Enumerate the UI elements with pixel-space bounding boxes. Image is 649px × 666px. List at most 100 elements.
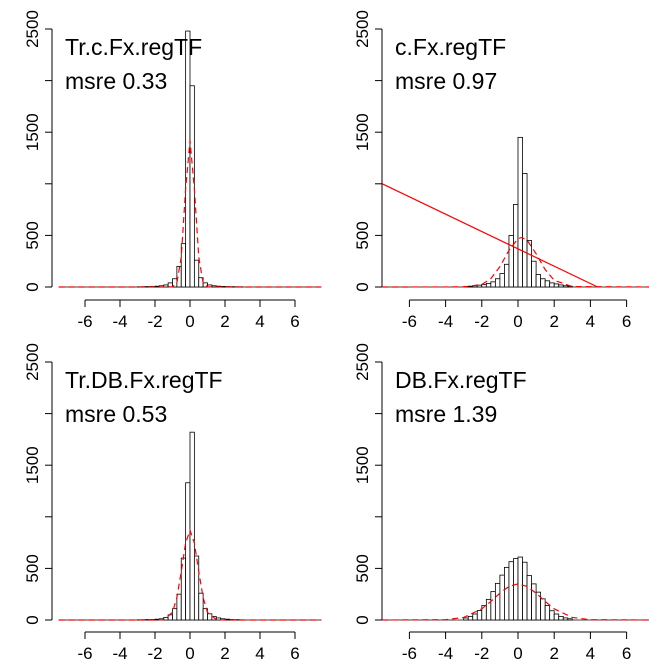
x-tick-label: -4 (112, 312, 127, 331)
bar (540, 278, 546, 288)
x-tick-label: -4 (438, 0, 453, 4)
bar (513, 558, 519, 621)
x-tick-label: -4 (438, 312, 453, 331)
bar (517, 136, 523, 288)
panel-annotation: msre 0.97 (395, 68, 497, 94)
bar (549, 610, 555, 621)
y-tick-label: 0 (353, 282, 372, 291)
panel-title: c.Fx.regTF (395, 34, 506, 60)
bar (211, 285, 217, 288)
x-tick-label: 6 (290, 644, 299, 663)
bar (499, 273, 505, 288)
bar (562, 285, 569, 288)
x-tick-label: 0 (513, 644, 522, 663)
bar (549, 282, 555, 288)
bar (481, 284, 487, 288)
bar (476, 610, 483, 621)
y-tick-label: 2500 (353, 10, 372, 48)
density-curve (58, 140, 322, 288)
x-tick-label: -6 (77, 0, 92, 4)
x-tick-label: -2 (147, 644, 162, 663)
panel-annotation: msre 0.33 (65, 68, 167, 94)
x-tick-label: 0 (513, 312, 522, 331)
bar (193, 259, 200, 288)
panel-annotation: msre 0.53 (65, 401, 167, 427)
y-tick-label: 500 (353, 221, 372, 249)
bar (193, 555, 200, 621)
x-tick-label: -4 (112, 0, 127, 4)
density-curve (382, 236, 649, 288)
x-tick-label: 4 (586, 0, 595, 4)
bar (508, 561, 514, 621)
bar (172, 608, 178, 621)
x-tick-label: -6 (402, 644, 417, 663)
x-tick-label: -2 (474, 644, 489, 663)
bar (558, 284, 564, 288)
bar (463, 617, 469, 621)
bar (526, 575, 532, 621)
x-tick-label: 4 (255, 0, 264, 4)
panel-title: Tr.DB.Fx.regTF (65, 367, 223, 393)
bar (494, 278, 501, 288)
bar (215, 617, 222, 621)
bar (490, 281, 496, 288)
bar (154, 618, 160, 621)
bar (508, 234, 514, 288)
x-tick-label: -4 (438, 644, 453, 663)
x-tick-label: -6 (402, 312, 417, 331)
bar (485, 282, 492, 288)
x-tick-label: -2 (147, 312, 162, 331)
bar (553, 613, 560, 621)
bar (522, 561, 528, 621)
bar (504, 263, 510, 288)
x-tick-label: -4 (112, 644, 127, 663)
bar (198, 592, 204, 621)
x-tick-label: 4 (255, 312, 264, 331)
bar (540, 598, 546, 621)
bar (472, 613, 478, 621)
x-tick-label: 4 (586, 644, 595, 663)
bar (517, 556, 523, 621)
y-tick-label: 1500 (353, 113, 372, 151)
bar (531, 583, 537, 621)
bar (513, 204, 519, 288)
bar (494, 582, 501, 621)
density-curve (382, 583, 649, 621)
y-tick-label: 500 (23, 554, 42, 582)
y-tick-label: 0 (23, 615, 42, 624)
x-tick-label: 0 (185, 312, 194, 331)
x-tick-label: 4 (255, 644, 264, 663)
panel-title: DB.Fx.regTF (395, 367, 527, 393)
y-tick-label: 500 (23, 221, 42, 249)
y-tick-label: 1500 (23, 113, 42, 151)
bar (207, 613, 213, 621)
bar (189, 85, 195, 288)
bar (189, 431, 195, 621)
x-tick-label: -2 (474, 312, 489, 331)
y-tick-label: 500 (353, 554, 372, 582)
bar (562, 617, 569, 621)
x-tick-label: 0 (513, 0, 522, 4)
y-tick-label: 0 (23, 282, 42, 291)
y-tick-label: 2500 (353, 343, 372, 381)
bar (535, 274, 542, 288)
x-tick-label: -6 (77, 644, 92, 663)
x-tick-label: -2 (147, 0, 162, 4)
bar (531, 260, 537, 288)
bar (176, 593, 182, 621)
x-tick-label: 2 (549, 0, 558, 4)
x-tick-label: -2 (474, 0, 489, 4)
bar (154, 285, 160, 288)
y-tick-label: 0 (353, 615, 372, 624)
bar (490, 591, 496, 621)
x-tick-label: 2 (220, 644, 229, 663)
y-tick-label: 2500 (23, 10, 42, 48)
bar (185, 482, 191, 621)
x-tick-label: 2 (220, 312, 229, 331)
bar (467, 285, 474, 288)
panel-annotation: msre 1.39 (395, 401, 497, 427)
fit-line (381, 183, 598, 288)
y-tick-label: 2500 (23, 343, 42, 381)
bar (522, 173, 528, 288)
x-tick-label: 6 (622, 0, 631, 4)
